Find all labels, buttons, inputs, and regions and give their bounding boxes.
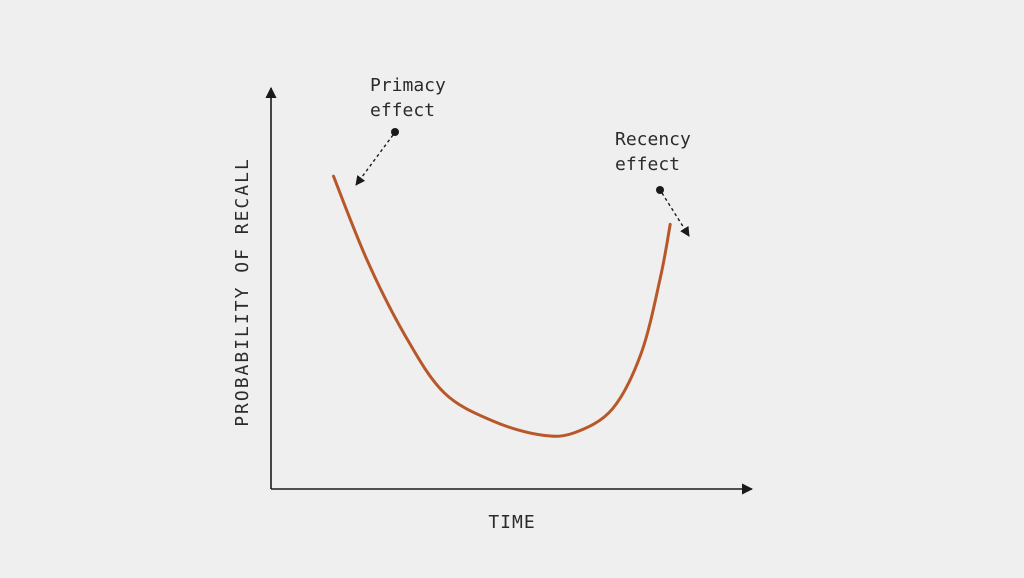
recency-label-line-1: Recency	[615, 129, 691, 150]
recency-label-line-2: effect	[615, 154, 680, 175]
primacy-arrow	[355, 134, 394, 186]
x-axis-label: TIME	[488, 512, 535, 533]
recency-annotation: Recency effect	[615, 129, 691, 237]
recency-dot	[656, 186, 664, 194]
recency-arrow	[661, 192, 690, 237]
y-axis-label: PROBABILITY OF RECALL	[232, 157, 253, 427]
primacy-annotation: Primacy effect	[355, 75, 446, 186]
primacy-dot	[391, 128, 399, 136]
primacy-label-line-1: Primacy	[370, 75, 446, 96]
primacy-label-line-2: effect	[370, 100, 435, 121]
series-line	[332, 174, 672, 438]
